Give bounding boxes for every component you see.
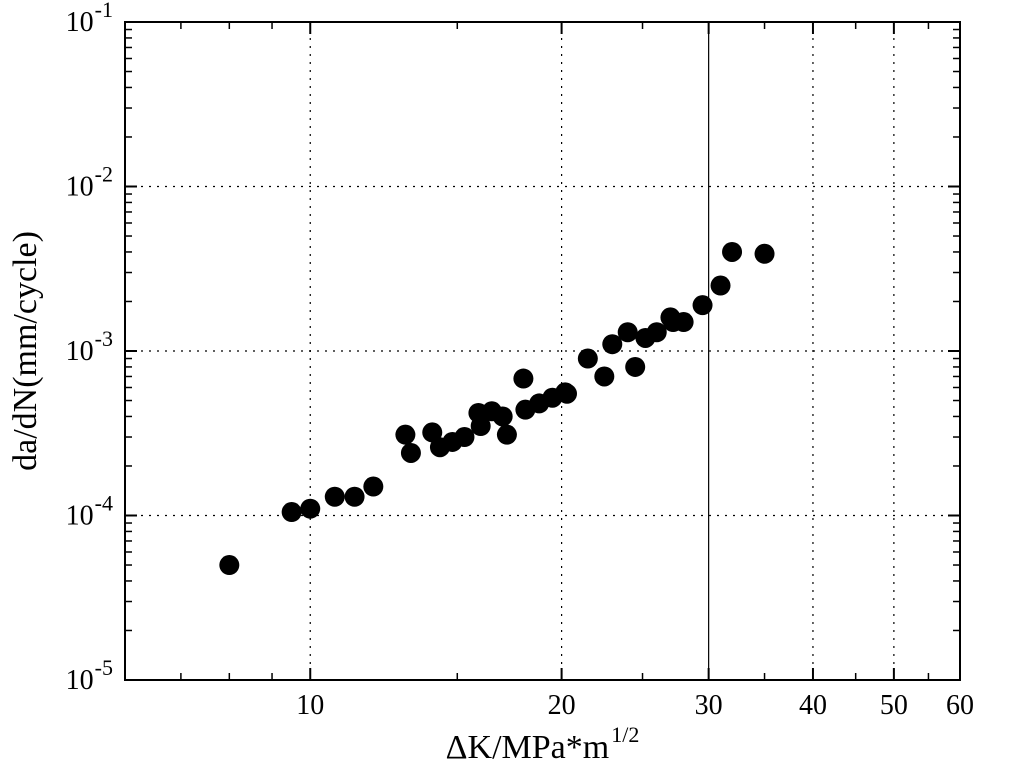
x-tick-label: 50 <box>880 690 908 721</box>
x-tick-label: 40 <box>799 690 827 721</box>
x-tick-label: 20 <box>548 690 576 721</box>
data-point <box>395 425 415 445</box>
data-point <box>497 425 517 445</box>
data-point <box>454 427 474 447</box>
data-point <box>755 244 775 264</box>
y-axis-label: da/dN(mm/cycle) <box>7 231 44 471</box>
data-point <box>594 366 614 386</box>
data-point <box>711 276 731 296</box>
data-point <box>693 295 713 315</box>
data-point <box>578 349 598 369</box>
y-tick-label: 10-1 <box>66 0 113 38</box>
data-point <box>363 477 383 497</box>
data-point <box>618 322 638 342</box>
scatter-chart: 10 20 30 40 50 60 10-5 10-4 10-3 10-2 10-1 da/dN(mm… <box>0 0 1013 772</box>
data-point <box>219 555 239 575</box>
x-ticks: 10 20 30 40 50 60 <box>181 22 974 721</box>
gridlines <box>125 22 960 680</box>
data-point <box>282 502 302 522</box>
data-point <box>345 487 365 507</box>
data-point <box>513 369 533 389</box>
x-axis-label: ΔK/MPa*m1/2 <box>446 722 640 766</box>
chart-container: 10 20 30 40 50 60 10-5 10-4 10-3 10-2 10-1 da/dN(mm… <box>0 0 1013 772</box>
y-ticks: 10-5 10-4 10-3 10-2 10-1 <box>66 0 960 696</box>
data-point <box>493 406 513 426</box>
data-point <box>401 443 421 463</box>
data-point <box>325 487 345 507</box>
y-tick-label: 10-2 <box>66 162 113 203</box>
x-tick-label: 30 <box>695 690 723 721</box>
y-tick-label: 10-5 <box>66 655 113 696</box>
data-points <box>219 242 774 575</box>
x-tick-label: 60 <box>946 690 974 721</box>
data-point <box>557 384 577 404</box>
data-point <box>674 312 694 332</box>
data-point <box>722 242 742 262</box>
data-point <box>300 499 320 519</box>
y-tick-label: 10-3 <box>66 326 113 367</box>
x-tick-label: 10 <box>296 690 324 721</box>
y-tick-label: 10-4 <box>66 491 113 532</box>
data-point <box>625 357 645 377</box>
